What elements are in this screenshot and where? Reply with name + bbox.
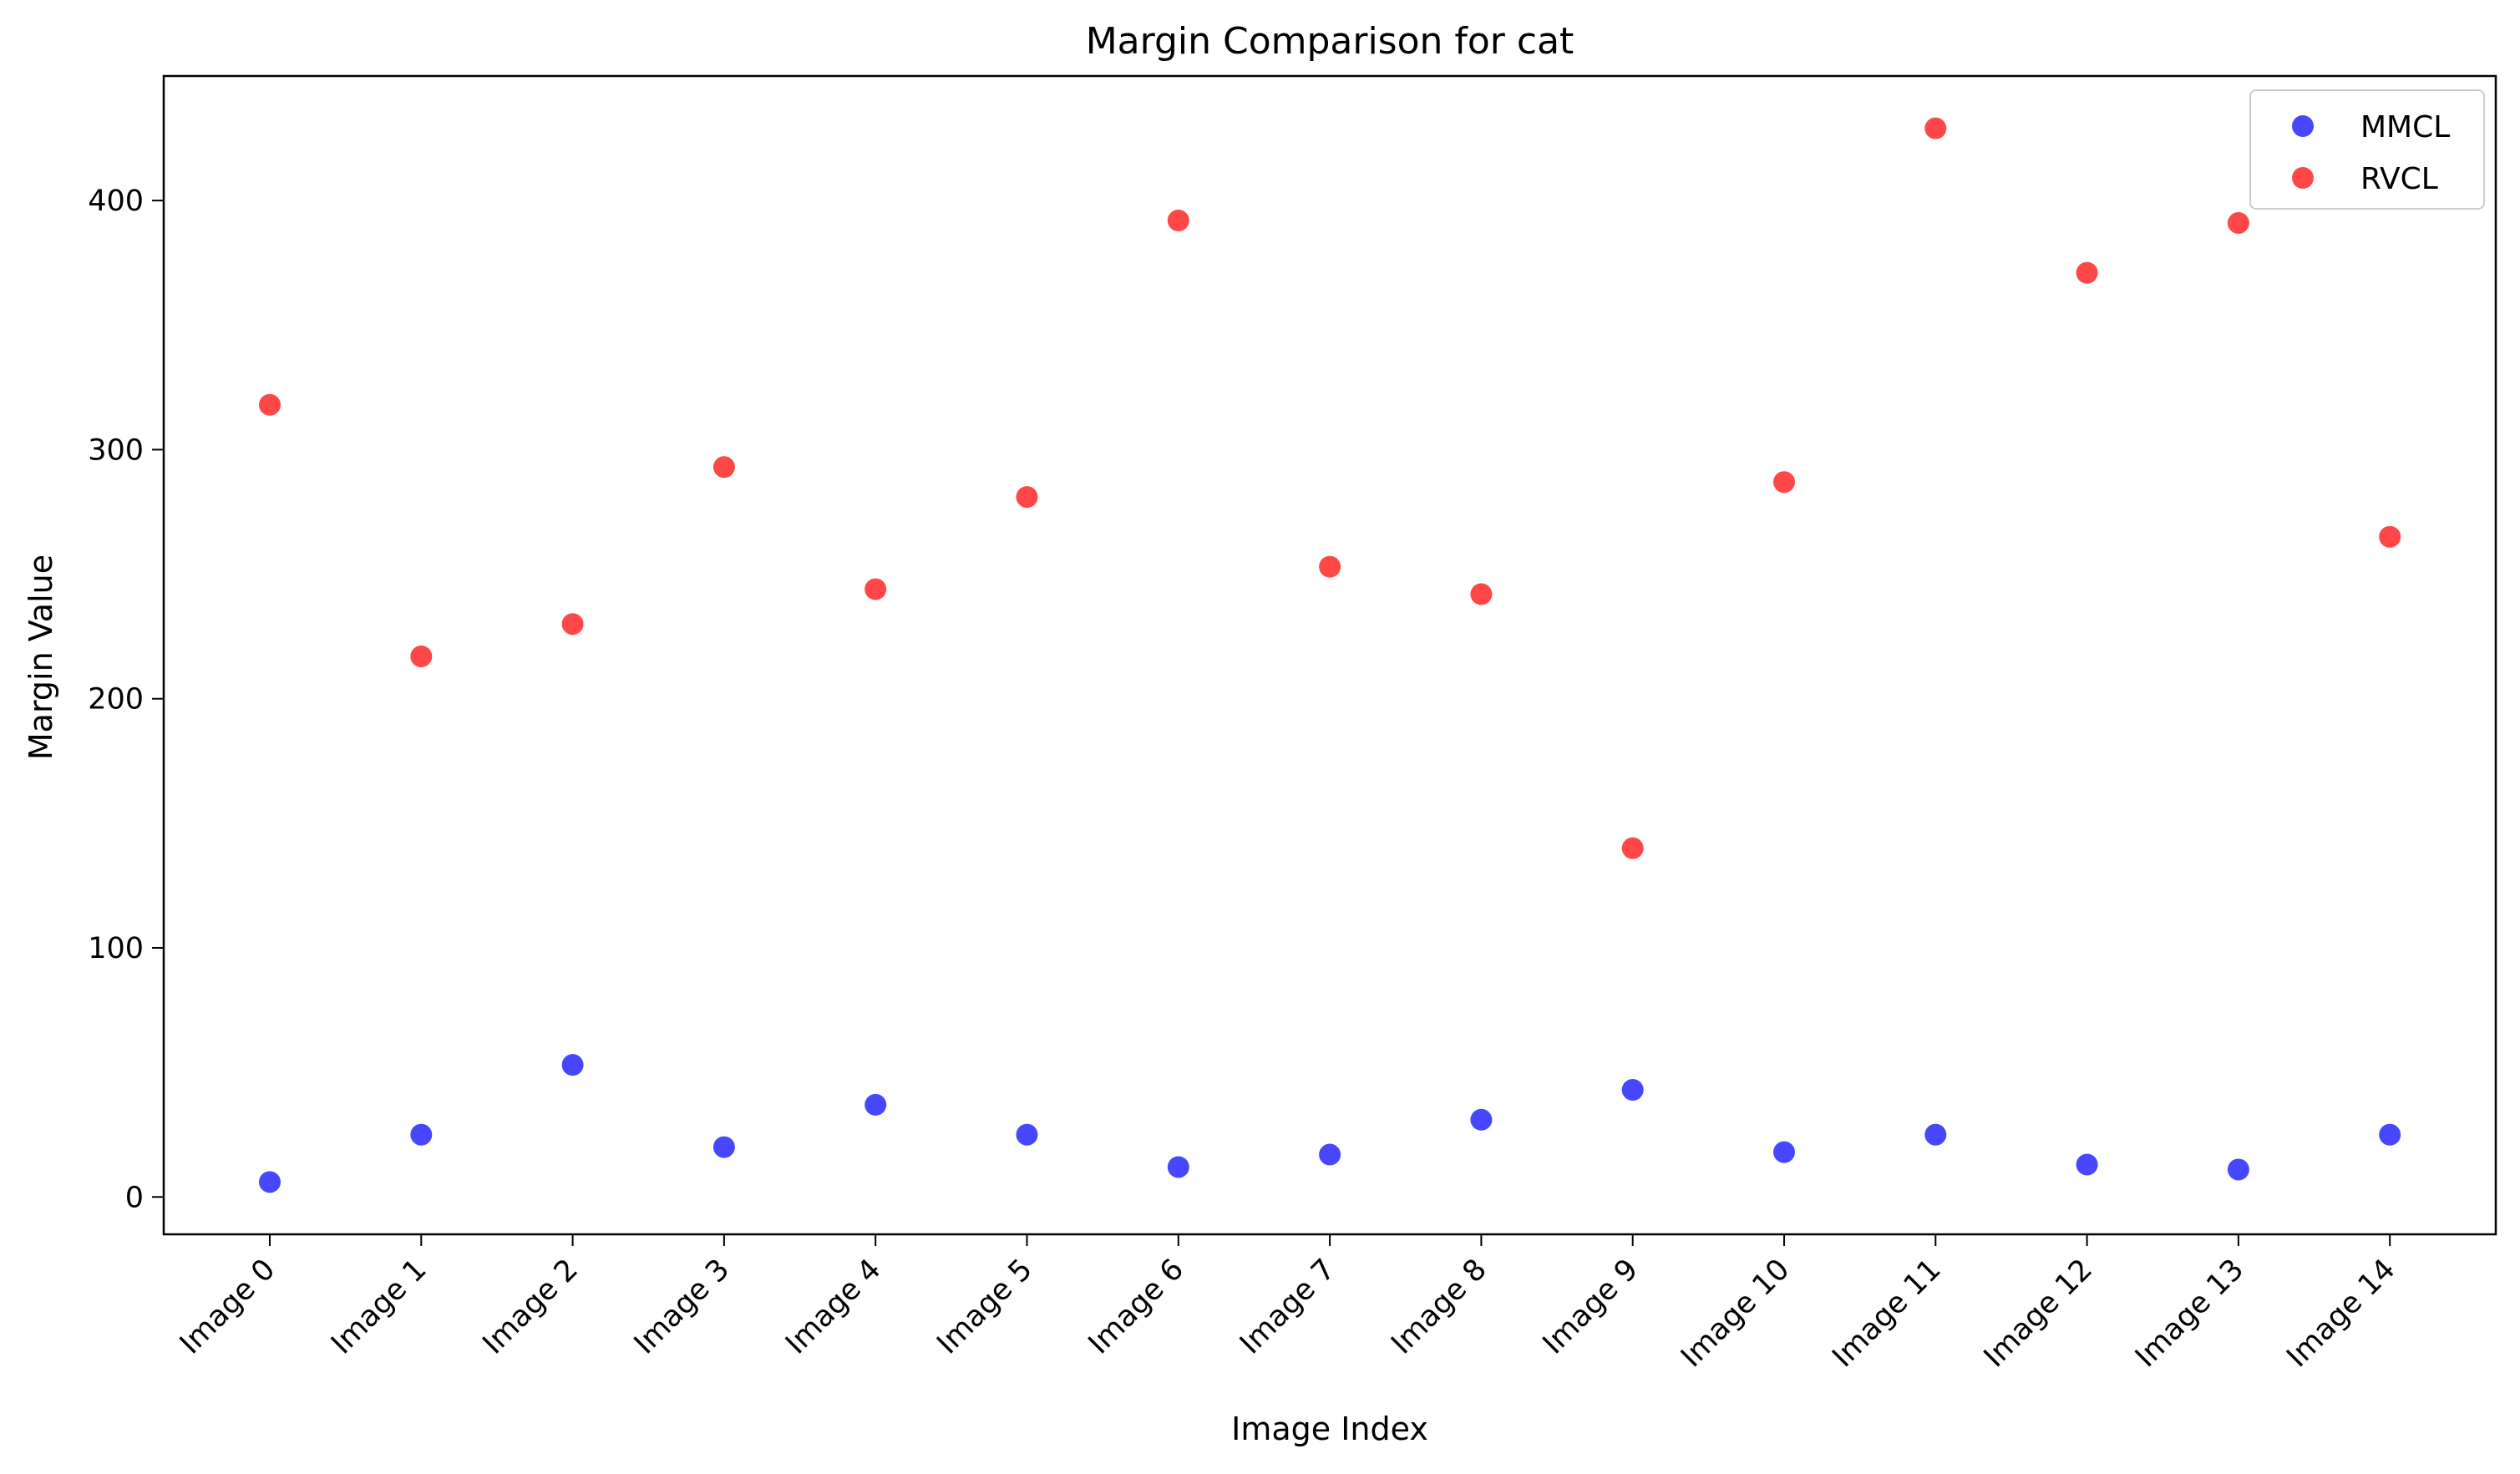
legend: MMCL RVCL xyxy=(2249,89,2485,210)
data-point-mmcl xyxy=(1924,1123,1947,1146)
data-point-mmcl xyxy=(1470,1108,1493,1131)
legend-label-mmcl: MMCL xyxy=(2360,110,2450,144)
data-point-rvcl xyxy=(1924,117,1947,139)
data-point-rvcl xyxy=(259,393,281,416)
data-point-mmcl xyxy=(561,1054,584,1076)
x-axis-label: Image Index xyxy=(1231,1411,1428,1447)
data-point-rvcl xyxy=(1167,210,1189,232)
data-point-rvcl xyxy=(1319,555,1341,578)
data-point-mmcl xyxy=(712,1136,735,1158)
data-point-rvcl xyxy=(1621,837,1644,859)
data-point-rvcl xyxy=(865,578,887,600)
legend-marker-mmcl xyxy=(2292,115,2314,137)
legend-marker-rvcl xyxy=(2292,167,2314,189)
data-point-mmcl xyxy=(865,1093,887,1116)
data-point-mmcl xyxy=(1167,1156,1189,1178)
data-point-rvcl xyxy=(1773,471,1795,494)
series-mmcl xyxy=(259,1054,2401,1193)
data-point-mmcl xyxy=(259,1171,281,1193)
y-axis-label: Margin Value xyxy=(23,555,59,760)
data-point-mmcl xyxy=(1621,1078,1644,1101)
data-point-rvcl xyxy=(2227,211,2249,234)
data-point-rvcl xyxy=(410,645,433,667)
y-tick-label: 400 xyxy=(88,185,144,218)
y-tick-label: 200 xyxy=(88,683,144,717)
legend-label-rvcl: RVCL xyxy=(2360,162,2438,196)
data-point-mmcl xyxy=(1016,1123,1038,1146)
chart-title: Margin Comparison for cat xyxy=(1086,20,1574,63)
data-point-rvcl xyxy=(2379,525,2401,548)
series-rvcl xyxy=(259,117,2401,859)
data-point-mmcl xyxy=(410,1123,433,1146)
data-point-rvcl xyxy=(712,456,735,479)
data-point-mmcl xyxy=(2227,1158,2249,1181)
data-point-mmcl xyxy=(2076,1153,2098,1176)
data-point-mmcl xyxy=(1319,1143,1341,1166)
data-point-rvcl xyxy=(2076,261,2098,284)
y-tick-label: 0 xyxy=(125,1181,144,1214)
data-point-rvcl xyxy=(1016,486,1038,509)
axes-frame xyxy=(162,74,2497,1236)
data-point-rvcl xyxy=(1470,583,1493,605)
y-tick-label: 300 xyxy=(88,433,144,467)
data-point-rvcl xyxy=(561,613,584,636)
y-tick-label: 100 xyxy=(88,932,144,965)
data-point-mmcl xyxy=(1773,1141,1795,1163)
data-point-mmcl xyxy=(2379,1123,2401,1146)
